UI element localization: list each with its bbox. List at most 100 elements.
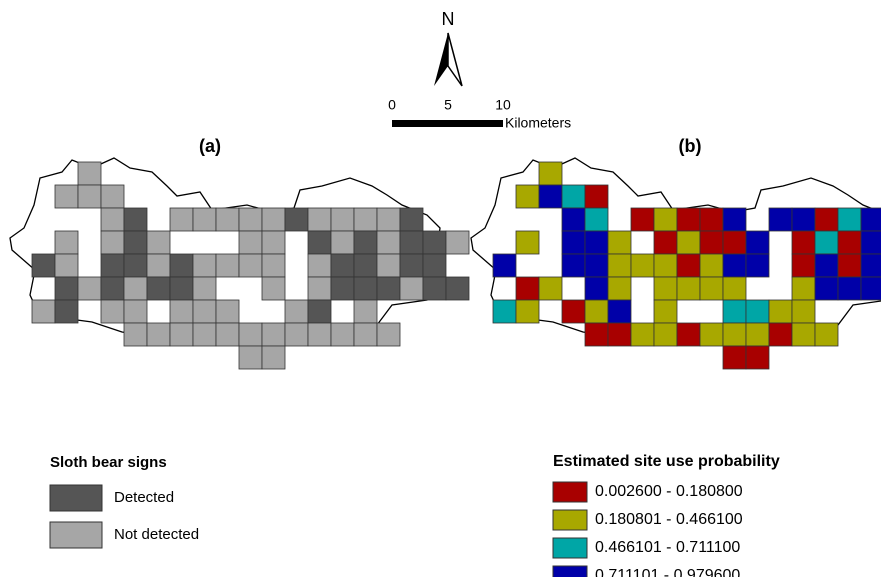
grid-cell [722,253,747,278]
grid-cell [399,230,424,255]
grid-cell [330,253,355,278]
legend-label: Not detected [114,526,199,543]
grid-cell [445,230,470,255]
legend-label: 0.711101 - 0.979600 [595,567,740,577]
grid-cell [515,230,540,255]
scale-tick: 10 [495,97,511,113]
grid-cell [791,276,816,301]
grid-cell [492,299,517,324]
grid-cell [676,253,701,278]
grid-cell [215,253,240,278]
grid-cell [261,345,286,370]
grid-cell [146,230,171,255]
grid-cell [376,276,401,301]
grid-cell [169,207,194,232]
grid-cell [376,230,401,255]
grid-cell [192,322,217,347]
legend-swatch [49,521,103,549]
legend-title: Sloth bear signs [50,454,167,471]
scale-tick: 5 [444,97,452,113]
grid-cell [860,276,881,301]
grid-cell [238,322,263,347]
grid-cell [353,207,378,232]
grid-cell [100,207,125,232]
grid-cell [192,276,217,301]
grid-cell [422,230,447,255]
grid-cell [561,230,586,255]
grid-cell [860,253,881,278]
grid-cell [422,276,447,301]
grid-cell [353,299,378,324]
grid-cell [538,276,563,301]
grid-cell [77,276,102,301]
grid-cell [837,207,862,232]
grid-cell [653,253,678,278]
scale-tick: 0 [388,97,396,113]
grid-cell [215,322,240,347]
grid-cell [54,276,79,301]
north-label: N [442,9,455,29]
grid-cell [123,276,148,301]
grid-cell [584,207,609,232]
grid-cell [814,230,839,255]
grid-cell [814,322,839,347]
grid-cell [307,276,332,301]
grid-cell [284,322,309,347]
legends: Sloth bear signs Detected Not detected Esti… [49,453,780,577]
grid-cell [169,276,194,301]
grid-cell [676,230,701,255]
grid-cell [676,207,701,232]
grid-cell [837,253,862,278]
grid-cell [791,207,816,232]
grid-cell [722,207,747,232]
legend-label: 0.002600 - 0.180800 [595,483,743,500]
grid-cell [676,276,701,301]
grid-cell [192,207,217,232]
legend-swatch [552,509,588,531]
grid-cell [607,322,632,347]
grid-cell [722,322,747,347]
grid-cell [630,207,655,232]
grid-cell [722,345,747,370]
panel-label: (a) [199,136,221,156]
legend-label: 0.180801 - 0.466100 [595,511,743,528]
grid-cell [791,299,816,324]
grid-cell [699,253,724,278]
grid-cell [814,276,839,301]
grid-cell [261,253,286,278]
grid-cell [745,345,770,370]
grid-cell [653,299,678,324]
grid-cell [722,299,747,324]
grid-cell [653,207,678,232]
grid-cell [745,253,770,278]
grid-cell [123,299,148,324]
grid-cell [330,207,355,232]
grid-cell [607,230,632,255]
grid-cell [768,299,793,324]
grid-cell [353,322,378,347]
grid-cell [860,207,881,232]
legend-label: 0.466101 - 0.711100 [595,539,740,556]
grid-cell [653,276,678,301]
map-b [470,157,881,370]
grid-cell [722,276,747,301]
grid-cell [376,207,401,232]
map-a [9,157,470,370]
grid-cell [584,230,609,255]
grid-cell [699,230,724,255]
legend-title: Estimated site use probability [553,453,780,470]
grid-cell [584,276,609,301]
grid-cell [100,184,125,209]
grid-cell [330,230,355,255]
grid-cell [54,184,79,209]
grid-cell [445,276,470,301]
grid-cell [376,253,401,278]
grid-cell [100,253,125,278]
grid-cell [261,207,286,232]
grid-cell [814,207,839,232]
grid-cell [54,299,79,324]
grid-cell [307,299,332,324]
grid-cell [791,230,816,255]
grid-cell [515,276,540,301]
panel-label: (b) [679,136,702,156]
